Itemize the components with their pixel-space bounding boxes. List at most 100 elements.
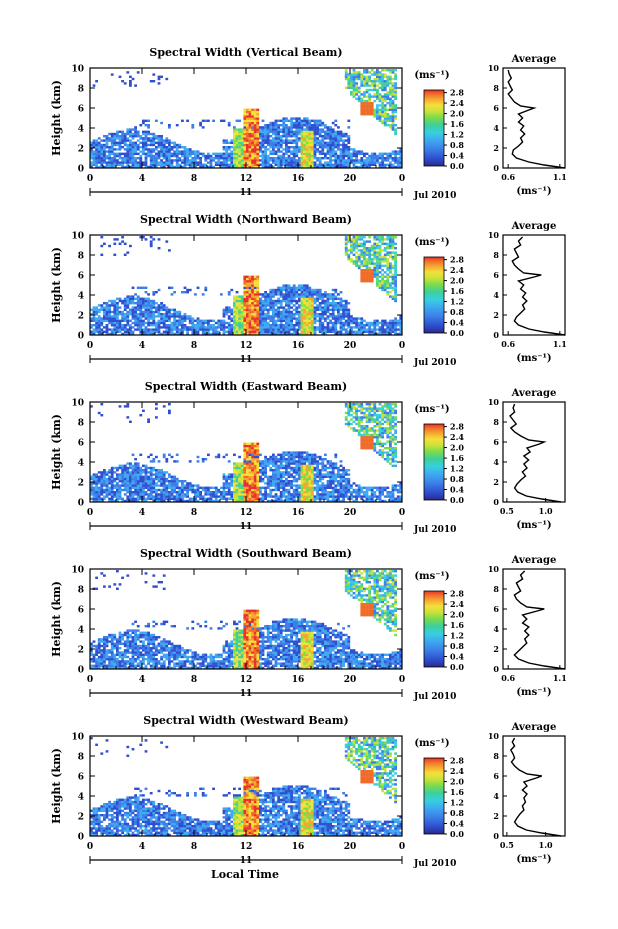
average-y-tick-label: 0 <box>493 664 499 674</box>
y-tick-label: 8 <box>78 252 84 262</box>
heatmap <box>90 403 403 503</box>
colorbar-tick-label: 1.2 <box>450 798 464 808</box>
x-tick-label: 0 <box>87 842 93 852</box>
y-axis-label: Height (km) <box>50 80 63 156</box>
average-y-tick-label: 10 <box>488 230 500 240</box>
x-tick-label: 0 <box>87 174 93 184</box>
y-tick-label: 10 <box>71 399 84 409</box>
date-label: Jul 2010 <box>413 358 456 368</box>
colorbar-tick-label: 2.8 <box>450 255 464 265</box>
colorbar-tick-label: 1.2 <box>450 130 464 140</box>
average-y-tick-label: 4 <box>493 457 499 467</box>
x-tick-label: 16 <box>292 842 305 852</box>
y-axis-label: Height (km) <box>50 247 63 323</box>
colorbar <box>423 423 445 501</box>
colorbar-tick-label: 0.4 <box>450 318 464 328</box>
y-tick-label: 4 <box>78 626 84 636</box>
colorbar-tick-label: 2.8 <box>450 88 464 98</box>
y-tick-label: 8 <box>78 586 84 596</box>
colorbar-tick-label: 0.8 <box>450 307 464 317</box>
y-axis-label: Height (km) <box>50 748 63 824</box>
x-tick-label: 0 <box>87 341 93 351</box>
x-tick-label: 8 <box>191 842 197 852</box>
x-tick-label: 20 <box>344 508 357 518</box>
average-frame <box>502 67 566 169</box>
colorbar-tick-label: 1.2 <box>450 297 464 307</box>
average-x-tick-label: 1.1 <box>553 339 567 349</box>
x-tick-label: 0 <box>399 675 405 685</box>
colorbar-tick-label: 1.6 <box>450 620 464 630</box>
x-tick-label: 12 <box>240 842 253 852</box>
y-tick-label: 4 <box>78 459 84 469</box>
average-y-tick-label: 2 <box>493 811 499 821</box>
average-x-tick-label: 1.1 <box>553 673 567 683</box>
y-tick-label: 0 <box>78 332 84 342</box>
average-frame <box>502 401 566 503</box>
average-y-tick-label: 2 <box>493 477 499 487</box>
panel-title: Spectral Width (Westward Beam) <box>143 714 348 727</box>
average-profile-line <box>509 403 562 503</box>
date-label: Jul 2010 <box>413 859 456 869</box>
x-tick-label: 12 <box>240 508 253 518</box>
date-label: Jul 2010 <box>413 191 456 201</box>
day-label: 11 <box>240 355 253 365</box>
y-tick-label: 6 <box>78 439 84 449</box>
x-tick-label: 16 <box>292 341 305 351</box>
colorbar-tick-label: 0.8 <box>450 474 464 484</box>
x-tick-label: 16 <box>292 174 305 184</box>
average-y-tick-label: 6 <box>493 103 499 113</box>
heatmap <box>90 737 403 837</box>
date-label: Jul 2010 <box>413 525 456 535</box>
average-y-tick-label: 0 <box>493 831 499 841</box>
colorbar-tick-label: 0.0 <box>450 829 464 839</box>
average-y-tick-label: 8 <box>493 751 499 761</box>
average-y-tick-label: 10 <box>488 564 500 574</box>
average-y-tick-label: 0 <box>493 163 499 173</box>
average-x-label: (ms⁻¹) <box>516 854 551 865</box>
panel-0: Spectral Width (Vertical Beam) 0 2 4 6 8 10 Hei… <box>50 46 567 201</box>
colorbar-tick-label: 0.8 <box>450 140 464 150</box>
colorbar-tick-label: 1.6 <box>450 119 464 129</box>
colorbar-tick-label: 2.0 <box>450 443 464 453</box>
y-axis-label: Height (km) <box>50 581 63 657</box>
heatmap <box>90 570 403 670</box>
colorbar <box>423 256 445 334</box>
x-tick-label: 8 <box>191 508 197 518</box>
y-tick-label: 2 <box>78 479 84 489</box>
x-tick-label: 4 <box>139 842 145 852</box>
heatmap <box>90 69 403 169</box>
colorbar-unit: (ms⁻¹) <box>414 738 449 749</box>
y-tick-label: 6 <box>78 773 84 783</box>
y-tick-label: 8 <box>78 419 84 429</box>
colorbar-tick-label: 2.4 <box>450 98 464 108</box>
x-tick-label: 0 <box>87 508 93 518</box>
colorbar-tick-label: 1.2 <box>450 464 464 474</box>
average-title: Average <box>511 722 557 733</box>
average-y-tick-label: 10 <box>488 397 500 407</box>
colorbar-tick-label: 2.0 <box>450 610 464 620</box>
colorbar-unit: (ms⁻¹) <box>414 404 449 415</box>
average-y-tick-label: 4 <box>493 624 499 634</box>
y-tick-label: 4 <box>78 125 84 135</box>
x-axis-label: Local Time <box>211 868 279 881</box>
colorbar-tick-label: 2.0 <box>450 109 464 119</box>
average-x-tick-label: 1.0 <box>539 506 553 516</box>
colorbar-tick-label: 2.0 <box>450 276 464 286</box>
average-y-tick-label: 10 <box>488 63 500 73</box>
average-frame <box>502 234 566 336</box>
average-x-tick-label: 0.6 <box>501 172 515 182</box>
y-tick-label: 6 <box>78 606 84 616</box>
average-y-tick-label: 4 <box>493 290 499 300</box>
x-tick-label: 20 <box>344 675 357 685</box>
x-tick-label: 12 <box>240 675 253 685</box>
x-tick-label: 20 <box>344 842 357 852</box>
colorbar <box>423 757 445 835</box>
colorbar-tick-label: 1.6 <box>450 787 464 797</box>
x-tick-label: 20 <box>344 174 357 184</box>
date-label: Jul 2010 <box>413 692 456 702</box>
colorbar-tick-label: 2.4 <box>450 599 464 609</box>
x-tick-label: 0 <box>399 341 405 351</box>
average-y-tick-label: 0 <box>493 330 499 340</box>
average-frame <box>502 568 566 670</box>
